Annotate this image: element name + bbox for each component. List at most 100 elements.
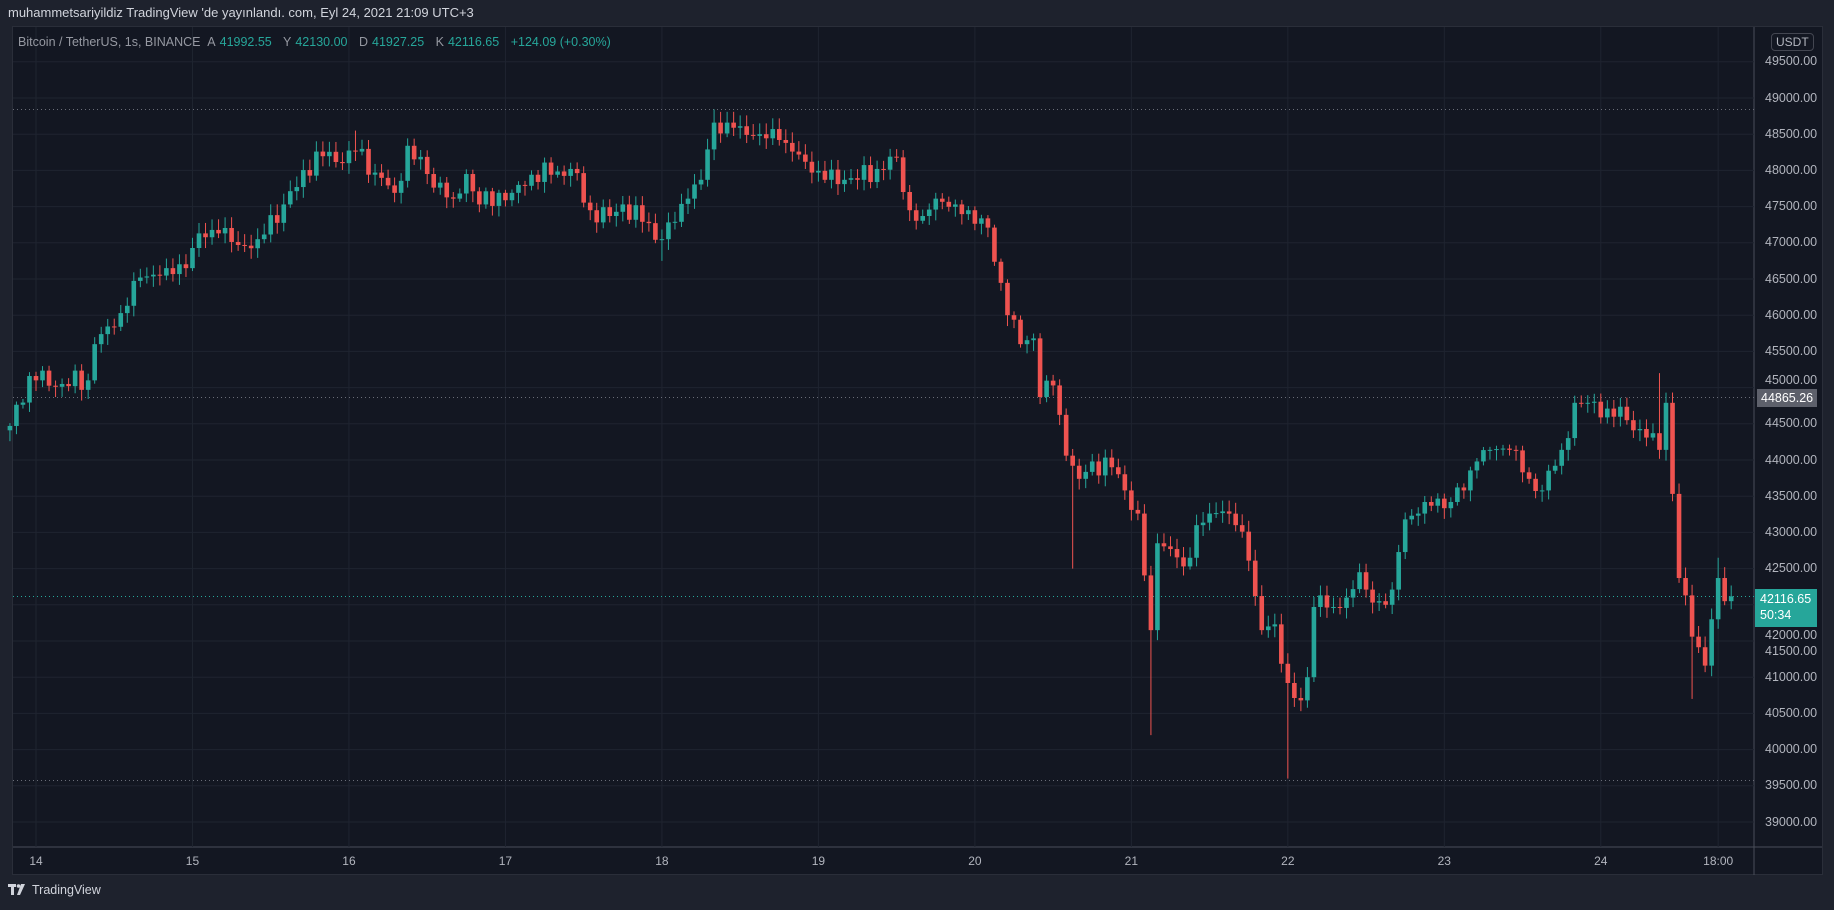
high-label: Y <box>283 35 292 49</box>
candle-down <box>640 205 645 222</box>
candle-up <box>1265 626 1271 631</box>
candle-up <box>1031 338 1036 341</box>
candle-down <box>750 134 756 136</box>
candle-down <box>242 244 247 246</box>
candle-up <box>7 425 13 431</box>
candle-down <box>1676 493 1682 579</box>
candle-up <box>829 169 834 180</box>
candle-down <box>1018 319 1023 345</box>
candle-down <box>33 376 39 381</box>
candle-down <box>574 168 580 174</box>
candle-up <box>1663 402 1669 450</box>
candle-down <box>1011 315 1017 320</box>
candle-up <box>1565 438 1571 450</box>
candle-down <box>1279 624 1284 664</box>
candle-up <box>1409 515 1415 520</box>
candle-up <box>1618 406 1623 417</box>
candle-up <box>1155 543 1160 631</box>
candle-up <box>1559 449 1564 466</box>
candle-up <box>711 122 717 150</box>
candle-up <box>40 370 45 381</box>
change-value: +124.09 (+0.30%) <box>510 35 611 49</box>
candle-up <box>666 222 671 240</box>
candle-down <box>855 178 860 180</box>
candle-up <box>1402 519 1408 553</box>
price-tick-label: 39000.00 <box>1765 814 1818 829</box>
candle-up <box>418 156 423 160</box>
candle-down <box>939 198 945 202</box>
candle-up <box>405 145 410 181</box>
candle-down <box>1363 572 1369 590</box>
brand-name[interactable]: TradingView <box>32 883 101 897</box>
candle-down <box>1507 448 1512 450</box>
candle-up <box>1089 461 1095 472</box>
candle-up <box>164 268 169 276</box>
candle-up <box>1220 511 1225 514</box>
candle-up <box>196 233 202 249</box>
candle-down <box>1696 636 1701 648</box>
candle-countdown: 50:34 <box>1760 608 1792 622</box>
candle-up <box>327 151 332 157</box>
candle-down <box>1122 474 1128 491</box>
price-tick-label: 48000.00 <box>1765 162 1818 177</box>
candle-down <box>1520 450 1525 473</box>
open-value: 41992.55 <box>219 35 272 49</box>
candle-up <box>953 204 958 207</box>
candle-up <box>131 280 137 306</box>
candle-up <box>1102 457 1108 476</box>
candle-up <box>1331 606 1336 608</box>
candle-up <box>281 204 287 223</box>
candle-up <box>1389 589 1395 605</box>
candle-down <box>385 177 391 186</box>
candle-up <box>301 170 306 188</box>
candle-up <box>1481 450 1486 462</box>
candle-up <box>926 209 932 217</box>
candle-up <box>874 168 880 183</box>
currency-badge[interactable]: USDT <box>1771 33 1814 51</box>
candle-up <box>816 170 821 173</box>
candle-down <box>1168 546 1173 550</box>
candle-up <box>966 210 971 215</box>
candle-down <box>581 173 586 203</box>
candle-up <box>1448 501 1454 509</box>
candle-down <box>1722 578 1727 602</box>
candle-down <box>1239 525 1245 532</box>
candle-down <box>1526 472 1532 479</box>
price-tick-label: 40000.00 <box>1765 742 1818 757</box>
candle-down <box>744 126 749 135</box>
candle-up <box>692 184 697 199</box>
candle-up <box>20 402 26 405</box>
marker-price-label: 44865.26 <box>1757 389 1817 407</box>
candle-up <box>861 165 867 180</box>
candle-up <box>1715 578 1721 620</box>
candle-up <box>1044 380 1049 398</box>
candle-down <box>1057 385 1062 415</box>
candle-up <box>14 404 19 426</box>
candle-down <box>1129 490 1134 510</box>
candle-up <box>72 370 78 387</box>
candle-down <box>307 170 313 176</box>
candle-down <box>959 204 965 215</box>
candle-down <box>894 156 899 158</box>
price-tick-label: 45000.00 <box>1765 373 1818 387</box>
price-tick-label: 43000.00 <box>1765 524 1818 539</box>
candle-down <box>627 204 632 220</box>
candle-down <box>868 165 873 183</box>
candle-down <box>1135 509 1141 514</box>
candle-down <box>203 233 208 238</box>
symbol-label[interactable]: Bitcoin / TetherUS, 1s, BINANCE <box>18 35 201 49</box>
candle-up <box>1585 402 1591 404</box>
candle-down <box>998 261 1004 283</box>
candle-down <box>1037 338 1043 398</box>
candle-up <box>1552 465 1558 471</box>
candle-down <box>1383 601 1388 605</box>
price-tick-label: 47000.00 <box>1765 235 1818 250</box>
candle-up <box>529 174 534 186</box>
candle-down <box>1005 282 1010 316</box>
time-tick-label: 15 <box>185 854 200 868</box>
last-price-label: 42116.65 50:34 <box>1755 589 1817 627</box>
candle-up <box>124 305 130 314</box>
time-tick-label: 22 <box>1281 854 1295 868</box>
candle-down <box>809 161 815 173</box>
